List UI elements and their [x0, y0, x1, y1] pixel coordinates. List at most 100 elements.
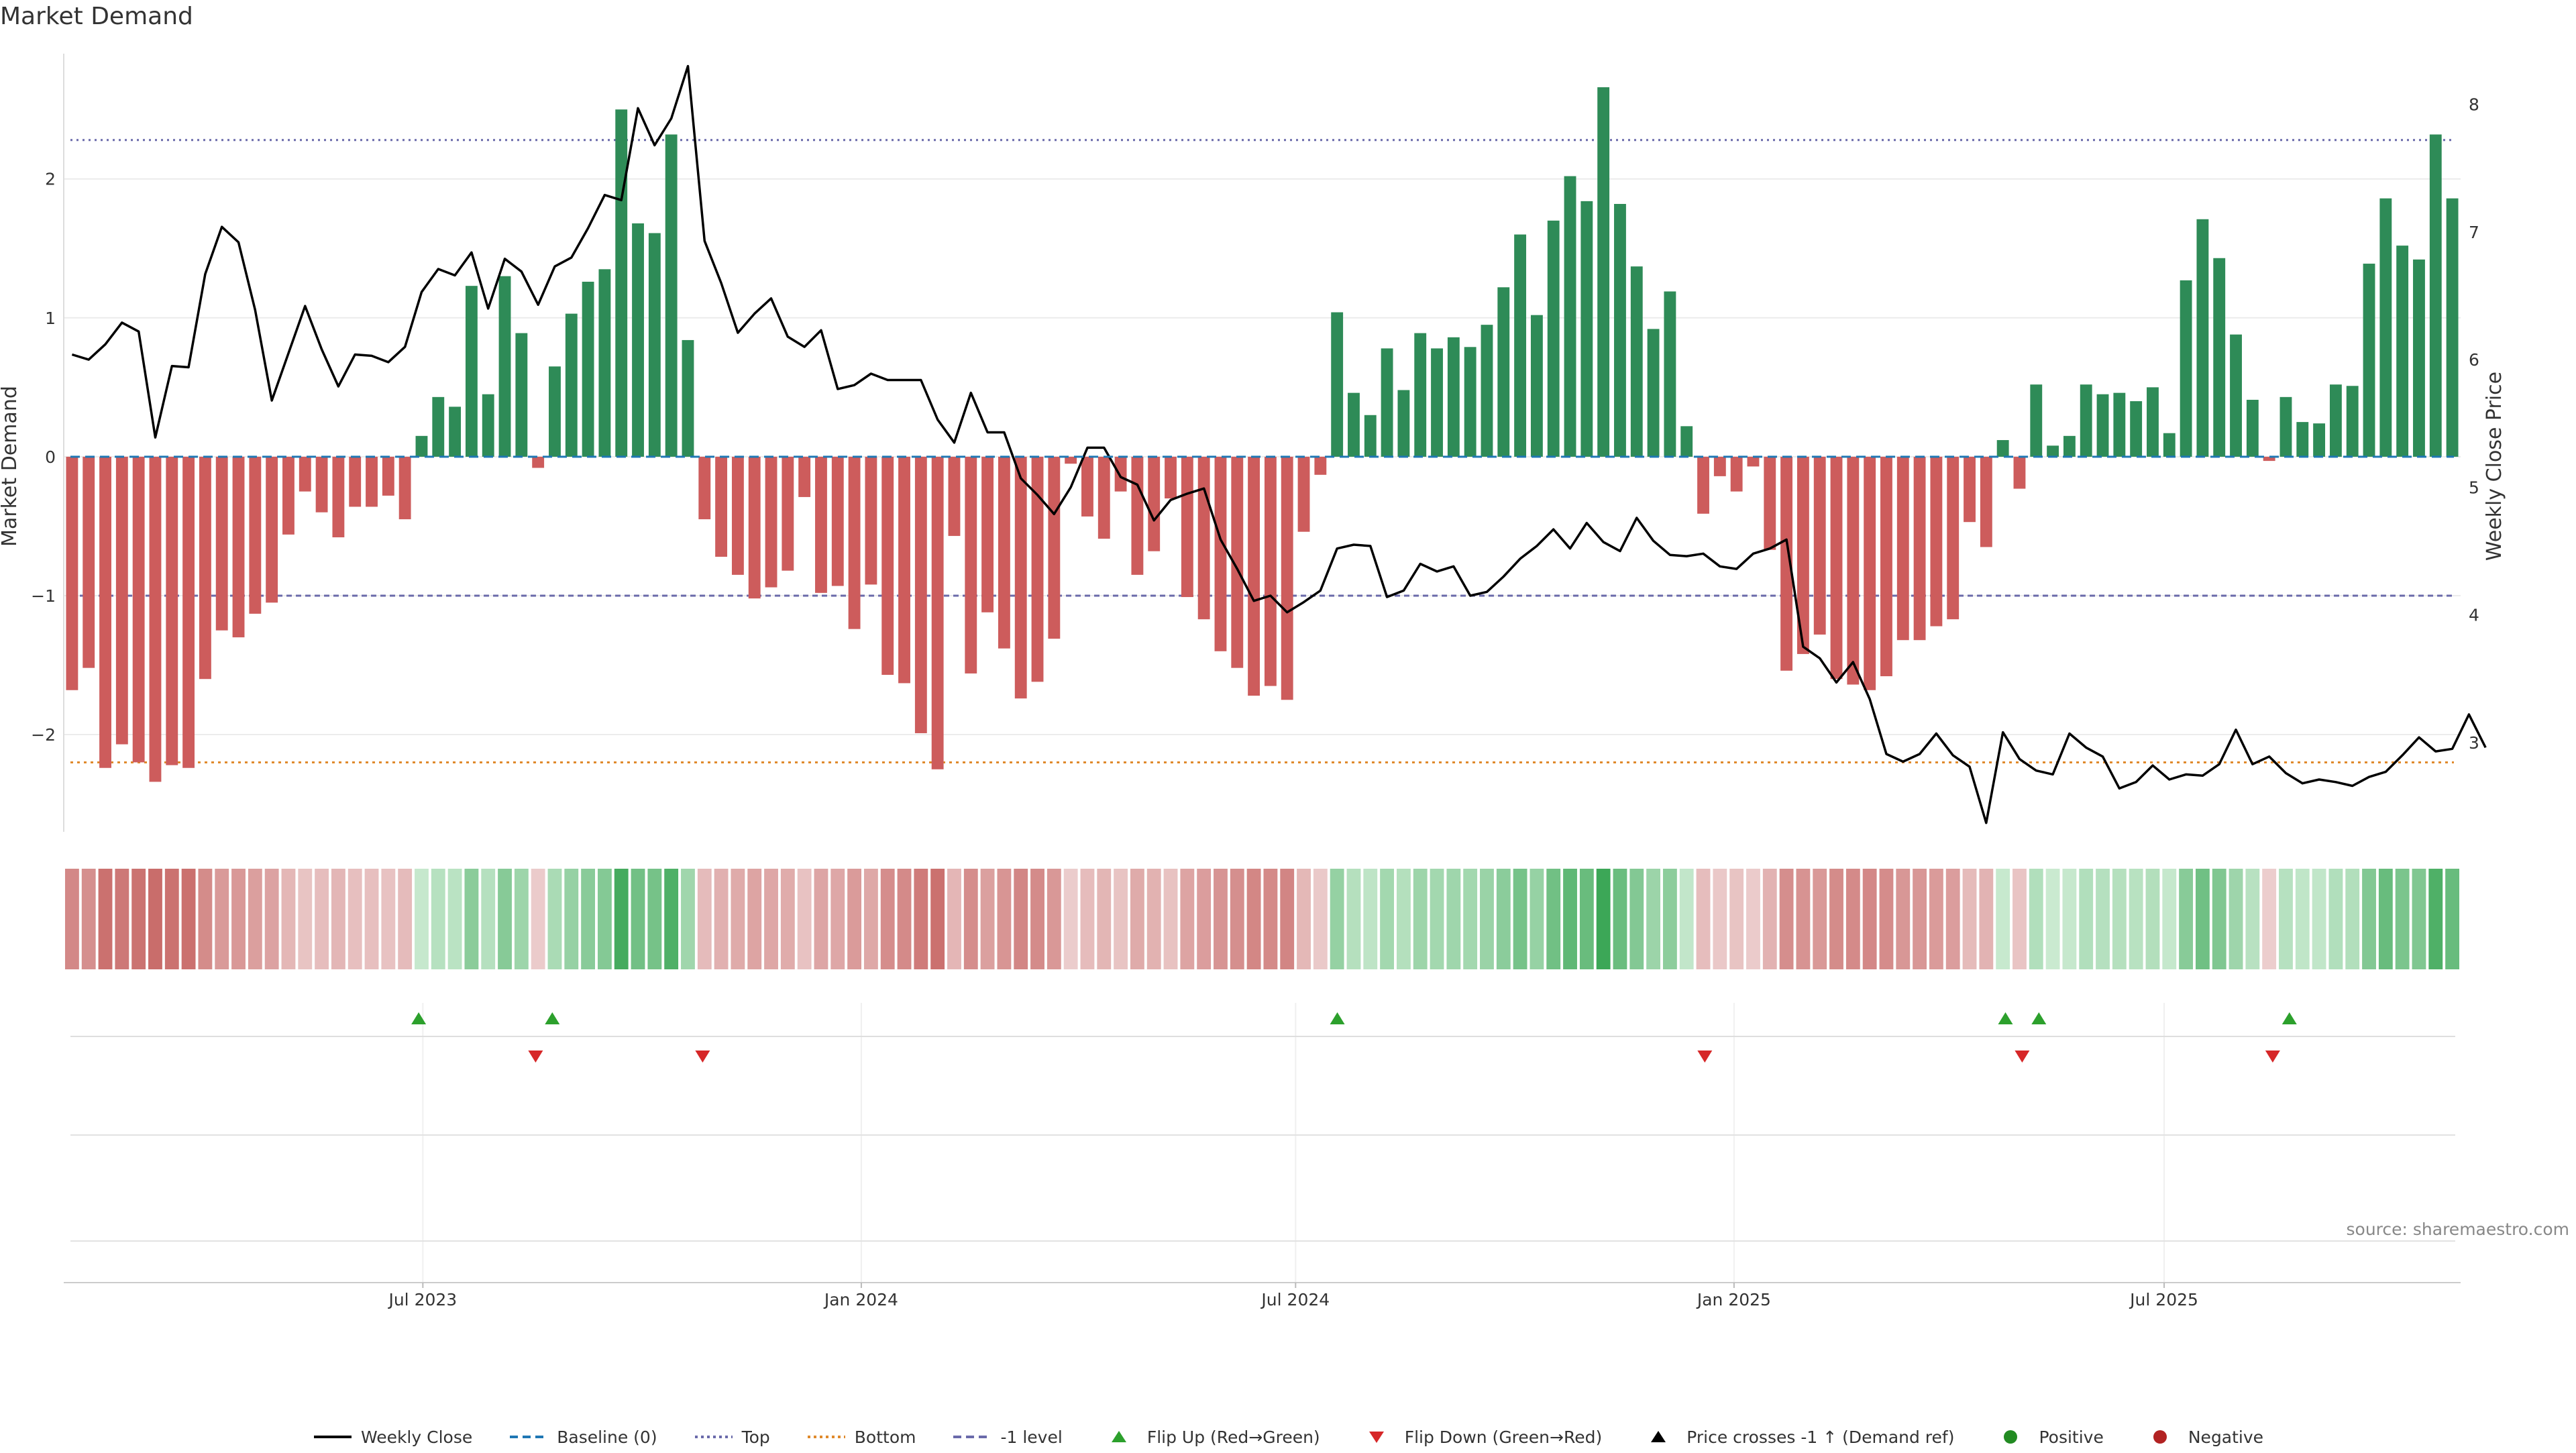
heatstrip-cell: [1646, 869, 1661, 969]
demand-bar-negative: [1813, 456, 1826, 635]
demand-bar-negative: [1896, 456, 1909, 641]
demand-heatstrip: [64, 869, 2460, 969]
demand-bar-negative: [1231, 456, 1244, 668]
demand-bar-positive: [2030, 384, 2043, 457]
legend-label: Top: [741, 1427, 770, 1447]
heatstrip-cell: [681, 869, 695, 969]
heatstrip-cell: [1163, 869, 1178, 969]
heatstrip-cell: [2445, 869, 2460, 969]
demand-bar-positive: [1481, 325, 1493, 457]
heatstrip-cell: [115, 869, 129, 969]
y-tick-label: −2: [31, 725, 56, 745]
legend-label: Weekly Close: [360, 1427, 473, 1447]
y2-tick-label: 4: [2469, 606, 2479, 625]
heatstrip-cell: [1214, 869, 1228, 969]
demand-bar-negative: [349, 456, 362, 507]
demand-bar-positive: [648, 233, 661, 457]
heatstrip-cell: [1297, 869, 1311, 969]
lower-panels: [70, 1134, 2455, 1242]
heatstrip-cell: [431, 869, 445, 969]
demand-bar-negative: [965, 456, 977, 674]
legend-symbol-icon: [1368, 1432, 1384, 1443]
demand-bar-positive: [1464, 347, 1477, 457]
heatstrip-cell: [248, 869, 262, 969]
heatstrip-cell: [547, 869, 562, 969]
demand-bar-negative: [99, 456, 111, 768]
heatstrip-cell: [2362, 869, 2376, 969]
demand-bar-negative: [398, 456, 411, 520]
heatstrip-cell: [281, 869, 296, 969]
heatstrip-cell: [2162, 869, 2177, 969]
demand-bar-positive: [1414, 333, 1427, 457]
heatstrip-cell: [464, 869, 479, 969]
demand-bar-positive: [1530, 315, 1543, 457]
heatstrip-cell: [1729, 869, 1744, 969]
heatstrip-cell: [2412, 869, 2426, 969]
heatstrip-cell: [381, 869, 396, 969]
heatstrip-cell: [1396, 869, 1411, 969]
x-tick-label: Jul 2025: [2129, 1290, 2198, 1309]
heatstrip-cell: [415, 869, 429, 969]
heatstrip-cell: [331, 869, 345, 969]
heatstrip-cell: [1446, 869, 1461, 969]
legend-item: Top: [694, 1427, 770, 1447]
heatstrip-cell: [2229, 869, 2243, 969]
demand-bar-positive: [2047, 445, 2059, 457]
demand-bar-positive: [449, 407, 462, 457]
demand-bar-positive: [1397, 390, 1410, 457]
demand-bar-positive: [498, 276, 511, 457]
heatstrip-cell: [481, 869, 496, 969]
heatstrip-cell: [714, 869, 729, 969]
demand-bar-negative: [898, 456, 910, 684]
heatstrip-cell: [1413, 869, 1428, 969]
legend-item: Baseline (0): [508, 1427, 657, 1447]
heatstrip-cell: [1063, 869, 1078, 969]
heatstrip-cell: [2012, 869, 2027, 969]
heatstrip-cell: [997, 869, 1012, 969]
demand-bar-positive: [2429, 134, 2442, 457]
demand-bar-positive: [2113, 392, 2126, 457]
heatstrip-cell: [198, 869, 213, 969]
legend-symbol-icon: [313, 1436, 352, 1438]
legend-label: Negative: [2188, 1427, 2264, 1447]
demand-bar-negative: [266, 456, 278, 603]
heatstrip-cell: [2179, 869, 2194, 969]
heatstrip-cell: [1280, 869, 1295, 969]
heatstrip-cell: [2378, 869, 2393, 969]
demand-bar-positive: [2063, 435, 2076, 457]
demand-bars: [66, 87, 2459, 782]
heatstrip-cell: [148, 869, 162, 969]
demand-bar-negative: [981, 456, 994, 612]
heatstrip-cell: [797, 869, 812, 969]
demand-bar-positive: [1647, 329, 1660, 457]
demand-bar-positive: [1564, 176, 1576, 457]
demand-bar-negative: [199, 456, 211, 680]
heatstrip-cell: [1380, 869, 1395, 969]
heatstrip-cell: [1979, 869, 1994, 969]
heatstrip-cell: [2045, 869, 2060, 969]
heatstrip-cell: [830, 869, 845, 969]
demand-bar-positive: [2346, 386, 2359, 457]
demand-bar-positive: [2313, 423, 2326, 457]
heatstrip-cell: [564, 869, 579, 969]
demand-bar-negative: [1747, 456, 1760, 467]
legend-item: Flip Down (Green→Red): [1356, 1427, 1603, 1447]
legend-label: Flip Down (Green→Red): [1404, 1427, 1603, 1447]
demand-bar-positive: [1680, 426, 1693, 457]
heatstrip-cell: [2345, 869, 2360, 969]
heatstrip-cell: [364, 869, 379, 969]
legend-symbol-icon: [2004, 1430, 2018, 1444]
heatstrip-cell: [64, 869, 79, 969]
heatstrip-cell: [1114, 869, 1128, 969]
legend-dot-icon: [2153, 1430, 2167, 1444]
legend-item: Price crosses -1 ↑ (Demand ref): [1638, 1427, 1954, 1447]
heatstrip-cell: [498, 869, 512, 969]
heatstrip-cell: [1845, 869, 1860, 969]
heatstrip-cell: [1330, 869, 1344, 969]
demand-bar-positive: [415, 435, 428, 457]
demand-bar-positive: [1580, 201, 1593, 457]
demand-bar-negative: [1214, 456, 1227, 651]
demand-bar-negative: [1148, 456, 1161, 551]
heatstrip-cell: [930, 869, 945, 969]
heatstrip-cell: [1596, 869, 1611, 969]
